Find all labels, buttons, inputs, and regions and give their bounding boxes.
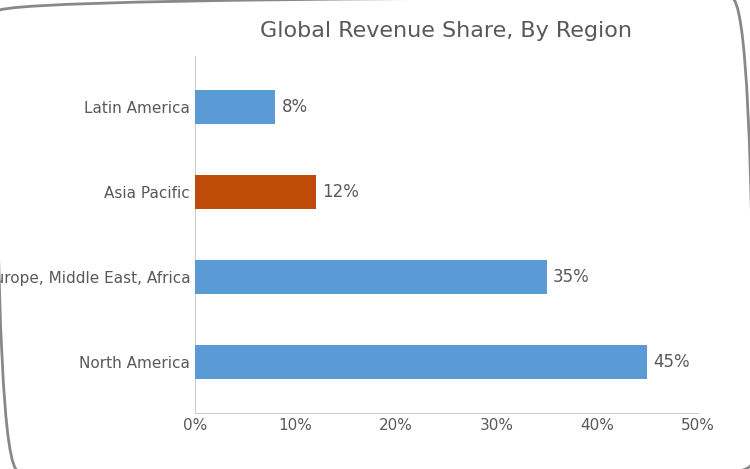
Text: 35%: 35% <box>553 268 590 286</box>
Text: 12%: 12% <box>322 183 358 201</box>
Text: 45%: 45% <box>653 353 690 371</box>
Bar <box>195 260 547 294</box>
Bar <box>195 175 316 209</box>
Bar <box>195 345 647 379</box>
Title: Global Revenue Share, By Region: Global Revenue Share, By Region <box>260 21 632 41</box>
Bar <box>195 90 275 124</box>
Text: 8%: 8% <box>281 98 308 116</box>
